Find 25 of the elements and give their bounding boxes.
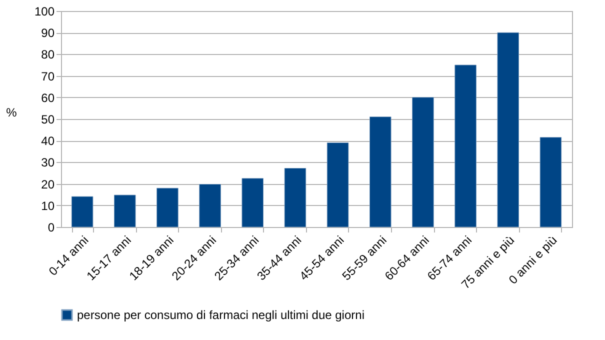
y-tick-label: 30 [41,156,55,170]
y-tick-label: 0 [48,220,55,234]
bar [369,116,392,228]
bar [114,194,136,228]
y-tick-label: 70 [41,69,55,84]
bar [497,32,520,228]
bar [284,168,306,228]
y-tick-label: 60 [41,90,55,105]
y-tick-label: 50 [41,112,55,126]
y-axis-title: % [6,106,18,120]
y-tick-label: 40 [41,134,55,148]
y-tick-label: 100 [34,4,55,18]
y-tick-label: 10 [41,198,55,213]
y-tick-label: 90 [41,26,55,40]
bar [156,188,178,228]
bar [454,64,476,228]
bar [412,97,434,228]
bar [71,196,94,228]
bar [242,178,264,228]
y-tick-label: 20 [41,177,55,192]
bar [199,184,221,228]
bar [326,142,349,228]
legend-label: persone per consumo di farmaci negli ultimi due giorni [77,308,364,322]
bar [540,137,562,228]
y-tick-label: 80 [41,48,55,62]
